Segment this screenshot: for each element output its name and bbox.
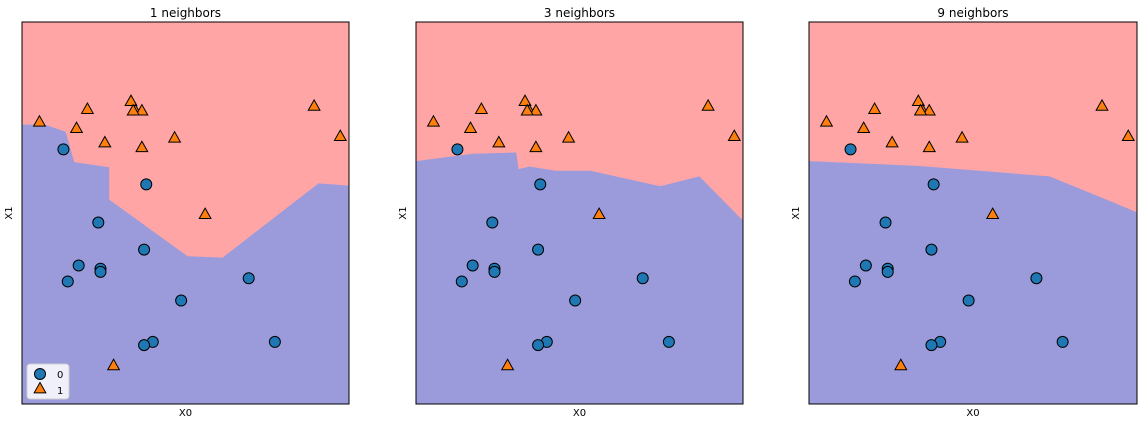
point-class-0 [138, 339, 151, 352]
point-class-1 [701, 98, 715, 111]
point-class-0 [455, 275, 468, 288]
point-class-0 [57, 143, 70, 156]
legend-marker-class-1 [33, 381, 47, 394]
point-class-1 [474, 102, 489, 114]
point-class-1 [529, 103, 543, 116]
legend-marker-class-0 [34, 368, 46, 380]
point-class-1 [894, 358, 908, 371]
point-class-0 [140, 178, 153, 191]
point-class-0 [636, 272, 649, 285]
region-class-0 [416, 152, 743, 404]
point-class-0 [466, 259, 479, 272]
point-class-0 [927, 178, 940, 191]
point-class-0 [242, 272, 255, 285]
point-class-1 [307, 98, 321, 111]
point-class-0 [925, 243, 938, 256]
point-class-0 [486, 216, 499, 229]
point-class-1 [106, 358, 121, 371]
point-class-0 [962, 294, 975, 307]
point-class-0 [848, 275, 861, 288]
axes-frame [415, 21, 744, 405]
point-class-1 [955, 130, 969, 143]
point-class-1 [32, 114, 47, 127]
point-class-0 [859, 259, 872, 272]
point-class-1 [518, 94, 532, 106]
point-class-0 [534, 178, 547, 191]
point-class-1 [135, 103, 149, 116]
x-axis-label: X0 [179, 408, 192, 419]
point-class-1 [885, 135, 899, 148]
point-class-1 [124, 94, 138, 106]
y-axis-label: X1 [398, 206, 409, 219]
point-class-1 [922, 140, 936, 153]
point-class-0 [532, 339, 545, 352]
point-class-0 [94, 265, 107, 278]
point-class-1 [126, 103, 140, 116]
point-class-1 [867, 102, 882, 114]
point-class-1 [198, 207, 212, 219]
point-class-1 [913, 103, 928, 116]
legend-label-1: 1 [57, 386, 63, 397]
x-axis-label: X0 [573, 408, 586, 419]
y-axis-label: X1 [791, 206, 802, 219]
point-class-0 [488, 265, 501, 278]
point-class-1 [1121, 129, 1135, 141]
x-axis-label: X0 [966, 408, 979, 419]
panel-2: 3 neighbors X0 X1 [398, 6, 744, 419]
legend: 01 [26, 363, 70, 400]
point-class-1 [592, 207, 606, 219]
point-class-0 [844, 143, 857, 156]
axes-frame [21, 21, 350, 405]
point-class-1 [911, 94, 926, 106]
point-class-1 [98, 135, 112, 148]
point-class-0 [1030, 272, 1043, 285]
point-class-0 [881, 265, 894, 278]
point-class-1 [1095, 98, 1109, 111]
point-class-1 [167, 130, 182, 143]
chart-title: 1 neighbors [150, 6, 221, 20]
point-class-0 [1056, 335, 1069, 348]
axes-frame [808, 21, 1138, 405]
point-class-1 [80, 102, 95, 114]
point-class-0 [92, 216, 105, 229]
point-class-0 [532, 243, 545, 256]
point-class-0 [569, 294, 582, 307]
panel-3: 9 neighbors X0 X1 [791, 6, 1138, 419]
point-class-0 [138, 243, 151, 256]
point-class-0 [662, 335, 675, 348]
point-class-0 [879, 216, 892, 229]
point-class-0 [451, 143, 464, 156]
point-class-1 [985, 207, 1000, 219]
point-class-1 [561, 130, 576, 143]
region-class-0 [22, 124, 349, 404]
point-class-0 [925, 339, 938, 352]
point-class-1 [922, 103, 936, 116]
point-class-1 [135, 140, 149, 153]
point-class-0 [61, 275, 74, 288]
point-class-1 [819, 114, 834, 127]
point-class-1 [856, 121, 871, 134]
point-class-0 [72, 259, 85, 272]
point-class-1 [333, 129, 347, 141]
point-class-1 [463, 121, 478, 134]
point-class-1 [727, 129, 741, 141]
chart-title: 3 neighbors [544, 6, 615, 20]
point-class-1 [500, 358, 515, 371]
chart-title: 9 neighbors [937, 6, 1008, 20]
point-class-0 [175, 294, 188, 307]
legend-label-0: 0 [57, 370, 63, 381]
point-class-1 [529, 140, 543, 153]
point-class-1 [520, 103, 534, 116]
point-class-1 [426, 114, 441, 127]
point-class-1 [69, 121, 84, 134]
y-axis-label: X1 [4, 206, 15, 219]
point-class-1 [492, 135, 506, 148]
point-class-0 [268, 335, 281, 348]
